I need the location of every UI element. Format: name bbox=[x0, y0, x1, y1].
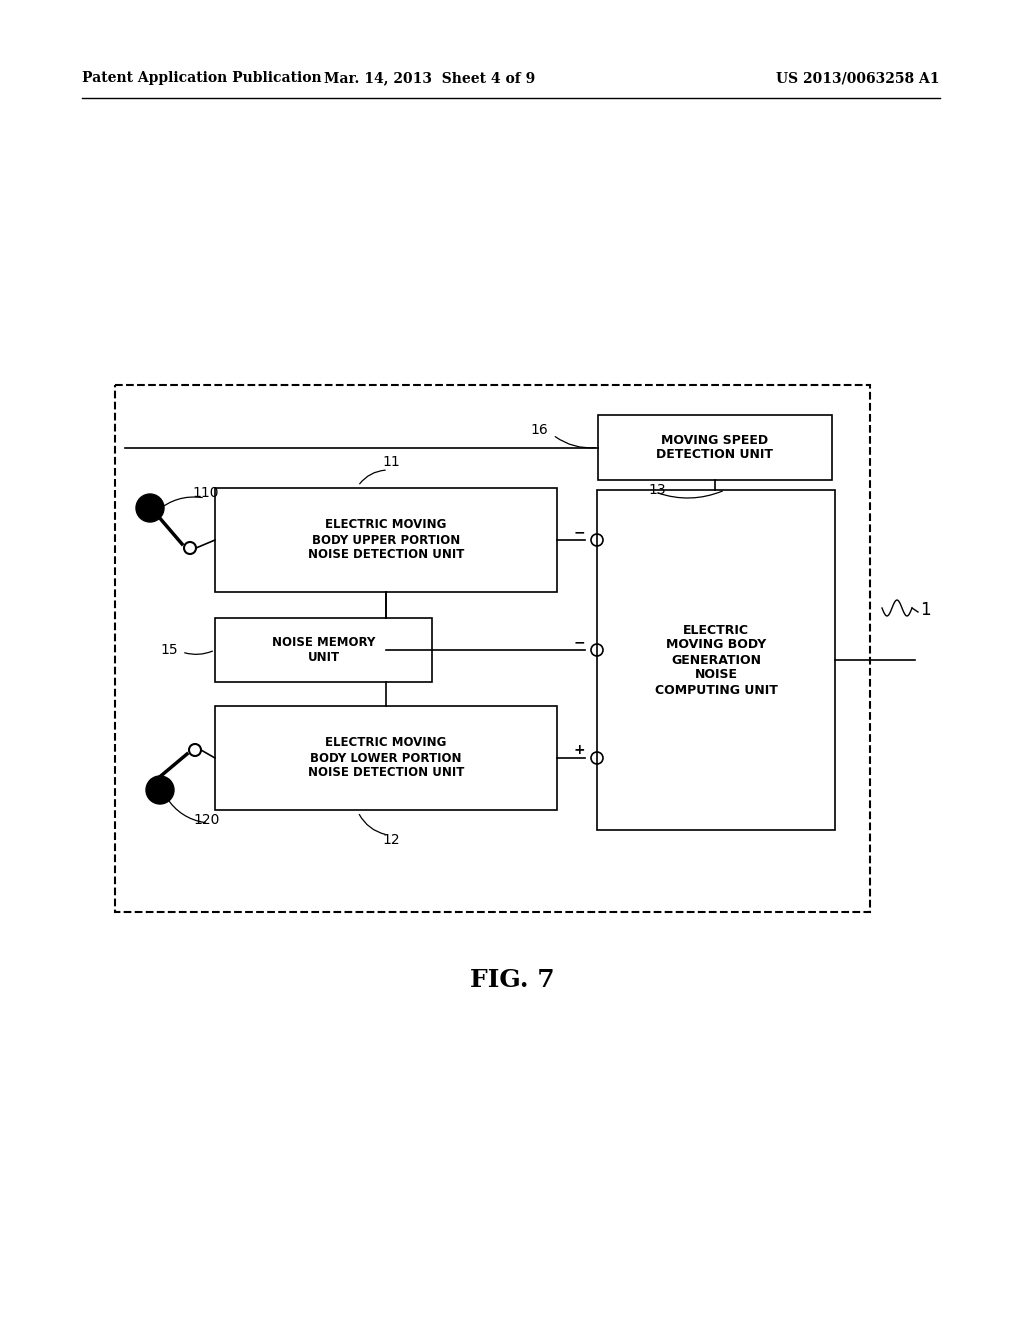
Bar bbox=[115, 385, 870, 912]
Text: FIG. 7: FIG. 7 bbox=[470, 968, 554, 993]
Text: ELECTRIC
MOVING BODY
GENERATION
NOISE
COMPUTING UNIT: ELECTRIC MOVING BODY GENERATION NOISE CO… bbox=[654, 623, 777, 697]
Circle shape bbox=[136, 494, 164, 521]
Text: 120: 120 bbox=[193, 813, 219, 828]
Text: −: − bbox=[573, 635, 585, 649]
Bar bbox=[215, 488, 557, 591]
Text: 1: 1 bbox=[920, 601, 931, 619]
Text: Mar. 14, 2013  Sheet 4 of 9: Mar. 14, 2013 Sheet 4 of 9 bbox=[325, 71, 536, 84]
Circle shape bbox=[184, 543, 196, 554]
Text: ELECTRIC MOVING
BODY UPPER PORTION
NOISE DETECTION UNIT: ELECTRIC MOVING BODY UPPER PORTION NOISE… bbox=[308, 519, 464, 561]
Text: 110: 110 bbox=[193, 486, 218, 500]
Text: −: − bbox=[573, 525, 585, 539]
Text: NOISE MEMORY
UNIT: NOISE MEMORY UNIT bbox=[271, 636, 375, 664]
Bar bbox=[215, 706, 557, 810]
Text: +: + bbox=[573, 743, 585, 756]
Text: ELECTRIC MOVING
BODY LOWER PORTION
NOISE DETECTION UNIT: ELECTRIC MOVING BODY LOWER PORTION NOISE… bbox=[308, 737, 464, 780]
Circle shape bbox=[146, 776, 174, 804]
Text: 15: 15 bbox=[161, 643, 178, 657]
Bar bbox=[597, 490, 835, 830]
Text: 13: 13 bbox=[648, 483, 666, 498]
Text: 11: 11 bbox=[382, 455, 399, 469]
Text: 12: 12 bbox=[382, 833, 399, 847]
Text: Patent Application Publication: Patent Application Publication bbox=[82, 71, 322, 84]
Text: US 2013/0063258 A1: US 2013/0063258 A1 bbox=[776, 71, 940, 84]
Circle shape bbox=[189, 744, 201, 756]
Text: 16: 16 bbox=[530, 422, 548, 437]
Bar bbox=[215, 618, 432, 682]
Text: MOVING SPEED
DETECTION UNIT: MOVING SPEED DETECTION UNIT bbox=[656, 433, 773, 462]
Bar bbox=[598, 414, 831, 480]
